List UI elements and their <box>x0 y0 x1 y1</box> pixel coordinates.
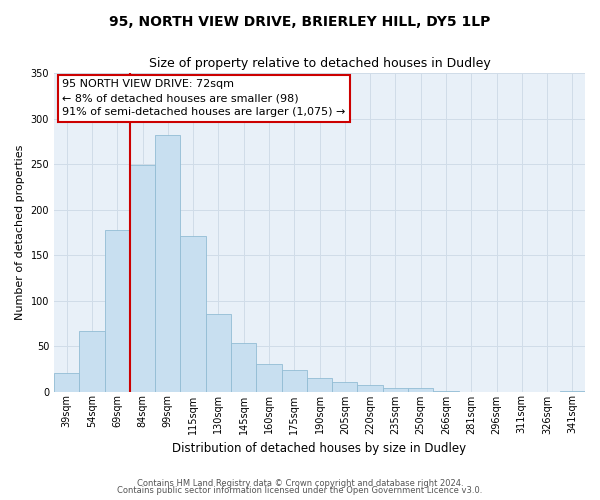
Bar <box>256 364 281 392</box>
Bar <box>332 382 358 392</box>
Bar <box>281 370 307 392</box>
Text: Contains HM Land Registry data © Crown copyright and database right 2024.: Contains HM Land Registry data © Crown c… <box>137 478 463 488</box>
Text: Contains public sector information licensed under the Open Government Licence v3: Contains public sector information licen… <box>118 486 482 495</box>
Bar <box>231 344 256 392</box>
Bar <box>433 390 458 392</box>
Bar <box>307 378 332 392</box>
Bar <box>560 390 585 392</box>
X-axis label: Distribution of detached houses by size in Dudley: Distribution of detached houses by size … <box>172 442 467 455</box>
Bar <box>130 165 155 392</box>
Bar <box>104 230 130 392</box>
Bar <box>408 388 433 392</box>
Bar <box>358 385 383 392</box>
Text: 95, NORTH VIEW DRIVE, BRIERLEY HILL, DY5 1LP: 95, NORTH VIEW DRIVE, BRIERLEY HILL, DY5… <box>109 15 491 29</box>
Bar <box>155 135 181 392</box>
Title: Size of property relative to detached houses in Dudley: Size of property relative to detached ho… <box>149 58 490 70</box>
Text: 95 NORTH VIEW DRIVE: 72sqm
← 8% of detached houses are smaller (98)
91% of semi-: 95 NORTH VIEW DRIVE: 72sqm ← 8% of detac… <box>62 80 346 118</box>
Bar <box>54 374 79 392</box>
Bar <box>181 236 206 392</box>
Y-axis label: Number of detached properties: Number of detached properties <box>15 144 25 320</box>
Bar <box>206 314 231 392</box>
Bar <box>79 330 104 392</box>
Bar <box>383 388 408 392</box>
